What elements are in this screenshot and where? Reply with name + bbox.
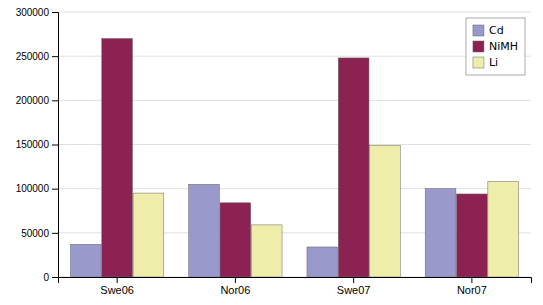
plot: 0 50000 100000 150000 200000 250000 300000 Swe0… [16, 7, 532, 296]
grid [58, 12, 531, 277]
tick: Nor06 [220, 277, 250, 296]
axis-line [52, 13, 59, 278]
legend: Cd NiMH Li [466, 18, 525, 75]
tick-mark [235, 277, 236, 283]
tick-mark [52, 277, 58, 278]
legend-box [466, 18, 525, 75]
tick-mark [117, 277, 118, 283]
bar [220, 203, 251, 277]
tick: 100000 [16, 183, 58, 194]
tick-mark [52, 12, 58, 13]
legend-swatch [473, 57, 484, 68]
tick: 200000 [16, 95, 58, 106]
tick-mark [52, 100, 58, 101]
tick: 50000 [21, 228, 58, 239]
bar [251, 225, 282, 277]
bar [457, 194, 488, 277]
bar [307, 247, 338, 277]
tick: 300000 [16, 7, 58, 18]
tick-label: 150000 [16, 139, 50, 150]
legend-swatch [473, 25, 484, 36]
bar [425, 189, 456, 277]
tick: 250000 [16, 51, 58, 62]
bar [488, 182, 519, 277]
bar [70, 244, 101, 277]
legend-item: Li [473, 56, 498, 69]
tick: Nor07 [457, 277, 487, 296]
bar [338, 58, 369, 277]
tick-label: 0 [43, 272, 49, 283]
tick-label: Swe07 [337, 284, 371, 296]
series [133, 145, 518, 277]
tick-mark [52, 233, 58, 234]
bar [102, 39, 133, 278]
tick-mark [52, 189, 58, 190]
bar [370, 145, 401, 277]
tick-label: Nor06 [220, 284, 250, 296]
series [102, 39, 487, 278]
bar [133, 193, 164, 277]
tick-label: 300000 [16, 7, 50, 18]
tick: 150000 [16, 139, 58, 150]
legend-item: NiMH [473, 40, 518, 53]
tick-label: 100000 [16, 183, 50, 194]
chart: 0 50000 100000 150000 200000 250000 300000 Swe0… [0, 0, 543, 305]
legend-swatch [473, 41, 484, 52]
bars [70, 39, 518, 278]
axis-line [59, 278, 532, 284]
tick-label: 250000 [16, 51, 50, 62]
tick: Swe07 [337, 277, 371, 296]
tick-mark [471, 277, 472, 283]
legend-label: NiMH [489, 40, 518, 53]
tick-label: 50000 [21, 228, 49, 239]
tick-label: 200000 [16, 95, 50, 106]
tick: Swe06 [100, 277, 134, 296]
legend-label: Cd [489, 24, 504, 37]
tick-mark [52, 145, 58, 146]
tick: 0 [43, 272, 58, 283]
bar [189, 184, 220, 277]
grid-line [58, 12, 531, 13]
y-axis: 0 50000 100000 150000 200000 250000 300000 [16, 7, 59, 283]
legend-label: Li [489, 56, 498, 69]
tick-mark [52, 56, 58, 57]
tick-label: Nor07 [457, 284, 487, 296]
tick-label: Swe06 [100, 284, 134, 296]
x-axis: Swe06 Nor06 Swe07 Nor07 [59, 277, 532, 296]
tick-mark [353, 277, 354, 283]
legend-item: Cd [473, 24, 504, 37]
